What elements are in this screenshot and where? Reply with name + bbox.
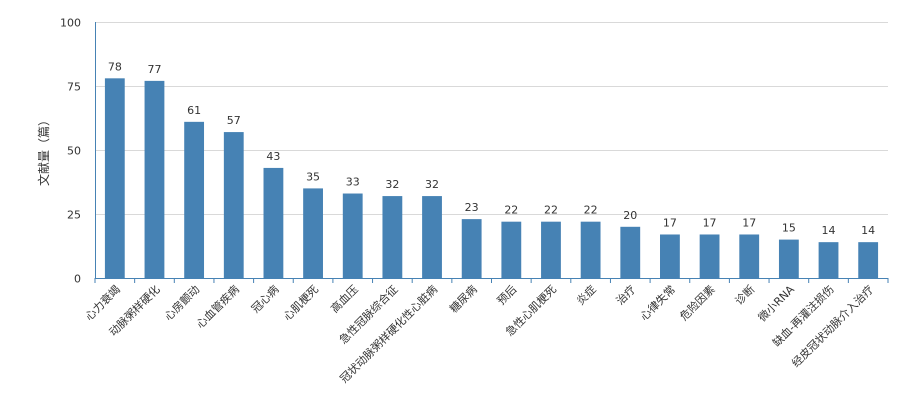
- bar: [184, 121, 205, 278]
- data-label: 57: [227, 114, 241, 127]
- bar: [501, 221, 522, 278]
- data-label: 32: [385, 178, 399, 191]
- y-tick-label: 0: [74, 273, 81, 286]
- y-tick-label: 100: [60, 17, 81, 30]
- data-label: 22: [544, 204, 558, 217]
- data-label: 22: [504, 204, 518, 217]
- labels-layer: 025507510078心力衰竭77动脉粥样硬化61心房颤动57心血管疾病43冠…: [60, 17, 876, 386]
- data-label: 15: [782, 222, 796, 235]
- data-label: 14: [822, 224, 836, 237]
- x-tick-label: 心肌梗死: [280, 282, 321, 323]
- bar: [342, 193, 363, 278]
- x-tick-label: 高血压: [328, 282, 361, 315]
- bar: [778, 239, 799, 278]
- y-tick-label: 25: [67, 209, 81, 222]
- x-tick-label: 治疗: [613, 282, 638, 307]
- data-label: 78: [108, 60, 122, 73]
- bar: [818, 242, 839, 278]
- data-label: 17: [742, 216, 756, 229]
- y-tick-label: 50: [67, 145, 81, 158]
- x-tick-label: 心房颤动: [161, 282, 202, 323]
- bars-layer: [104, 78, 879, 278]
- bar: [382, 196, 403, 278]
- bar: [541, 221, 561, 278]
- y-tick-label: 75: [67, 81, 81, 94]
- bar: [303, 188, 323, 278]
- data-label: 17: [703, 216, 717, 229]
- x-tick-label: 预后: [495, 283, 520, 308]
- data-label: 23: [465, 201, 479, 214]
- data-label: 17: [663, 216, 677, 229]
- x-tick-label: 心血管疾病: [193, 282, 242, 331]
- data-label: 14: [861, 224, 875, 237]
- bar: [223, 132, 244, 278]
- bar: [739, 234, 760, 278]
- bar: [858, 242, 879, 278]
- x-tick-label: 微小RNA: [755, 282, 797, 324]
- data-label: 35: [306, 170, 320, 183]
- bar: [104, 78, 125, 278]
- data-label: 33: [346, 176, 360, 189]
- bar: [580, 221, 601, 278]
- data-label: 22: [584, 204, 598, 217]
- bar: [263, 167, 284, 278]
- axis-layer: [94, 22, 889, 283]
- x-tick-label: 心律失常: [638, 283, 678, 323]
- bar: [699, 234, 720, 278]
- bar: [660, 234, 680, 278]
- bar: [422, 196, 442, 278]
- grid-layer: [95, 22, 888, 215]
- data-label: 77: [147, 63, 161, 76]
- data-label: 43: [266, 150, 280, 163]
- x-tick-label: 炎症: [573, 282, 598, 307]
- data-label: 20: [623, 209, 637, 222]
- x-tick-label: 危险因素: [677, 282, 718, 323]
- bar: [620, 226, 641, 278]
- x-tick-label: 冠心病: [248, 282, 281, 315]
- data-label: 61: [187, 104, 201, 117]
- data-label: 32: [425, 178, 439, 191]
- y-axis-label: 文献量（篇）: [36, 114, 51, 186]
- x-tick-label: 心力衰竭: [82, 282, 123, 323]
- bar: [461, 219, 482, 278]
- bar: [144, 80, 165, 278]
- x-tick-label: 诊断: [732, 282, 757, 307]
- x-tick-label: 糖尿病: [447, 282, 480, 315]
